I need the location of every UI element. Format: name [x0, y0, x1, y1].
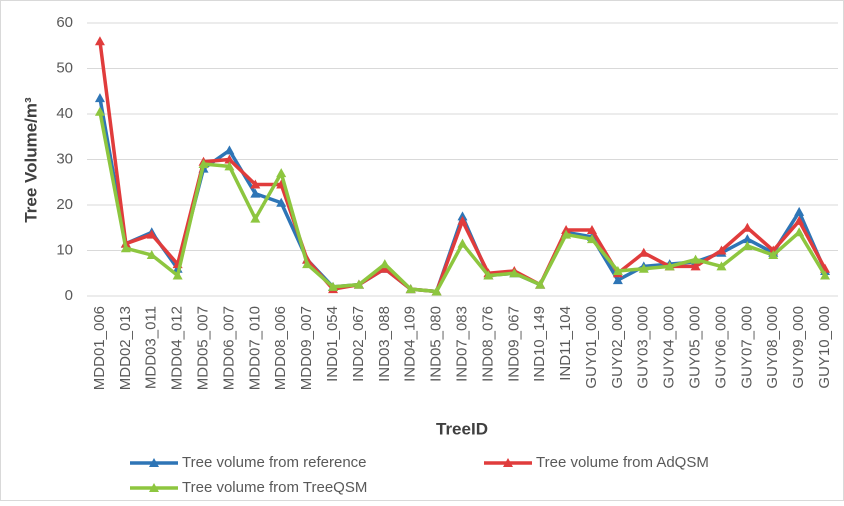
marker	[276, 197, 287, 207]
x-tick-label: IND05_080	[428, 306, 445, 382]
x-tick-label: GUY10_000	[816, 306, 833, 389]
marker	[612, 265, 623, 275]
x-tick-label: GUY09_000	[790, 306, 807, 389]
marker	[379, 259, 390, 269]
marker	[276, 168, 287, 178]
marker	[302, 259, 313, 269]
marker	[405, 284, 416, 294]
legend-label: Tree volume from reference	[182, 454, 367, 471]
marker	[94, 93, 105, 103]
marker	[94, 36, 105, 46]
y-tick-label: 30	[56, 150, 73, 167]
marker	[716, 261, 727, 271]
marker	[172, 270, 183, 280]
x-tick-label: MDD02_013	[117, 306, 134, 390]
marker	[250, 188, 261, 198]
x-tick-label: IND04_109	[402, 306, 419, 382]
marker	[431, 286, 442, 296]
x-tick-label: GUY06_000	[712, 306, 729, 389]
marker	[820, 270, 831, 280]
marker	[250, 213, 261, 223]
x-tick-label: MDD06_007	[220, 306, 237, 390]
marker	[457, 211, 468, 221]
marker	[224, 145, 235, 155]
marker	[612, 275, 623, 285]
x-tick-label: IND03_088	[376, 306, 393, 382]
marker	[794, 215, 805, 225]
marker	[742, 222, 753, 232]
x-axis-label: TreeID	[436, 419, 488, 438]
legend-label: Tree volume from TreeQSM	[182, 479, 367, 496]
marker	[586, 234, 597, 244]
marker	[561, 225, 572, 235]
x-tick-label: IND07_083	[453, 306, 470, 382]
legend-marker	[149, 458, 159, 467]
y-tick-label: 50	[56, 59, 73, 76]
marker	[146, 250, 157, 260]
marker	[224, 154, 235, 164]
y-tick-label: 20	[56, 196, 73, 213]
marker	[146, 229, 157, 239]
marker	[716, 245, 727, 255]
marker	[664, 261, 675, 271]
x-tick-label: GUY02_000	[609, 306, 626, 389]
legend-label: Tree volume from AdQSM	[536, 454, 709, 471]
marker	[379, 263, 390, 273]
marker	[250, 179, 261, 189]
marker	[224, 161, 235, 171]
y-tick-label: 40	[56, 105, 73, 122]
marker	[535, 279, 546, 289]
x-tick-label: MDD07_010	[246, 306, 263, 390]
marker	[198, 159, 209, 169]
marker	[94, 106, 105, 116]
x-tick-label: MDD04_012	[169, 306, 186, 390]
x-tick-label: MDD03_011	[143, 306, 160, 389]
marker	[120, 243, 131, 253]
marker	[353, 279, 364, 289]
x-tick-label: GUY08_000	[764, 306, 781, 389]
x-tick-label: IND09_067	[505, 306, 522, 382]
marker	[768, 250, 779, 260]
marker	[690, 254, 701, 264]
y-axis-label: Tree Volume/m³	[21, 97, 40, 223]
marker	[638, 263, 649, 273]
marker	[690, 261, 701, 271]
y-tick-label: 0	[65, 287, 73, 304]
marker	[483, 270, 494, 280]
marker	[328, 281, 339, 291]
x-tick-label: IND02_067	[350, 306, 367, 382]
x-tick-label: MDD09_007	[298, 306, 315, 390]
marker	[509, 268, 520, 278]
marker	[586, 225, 597, 235]
x-tick-label: GUY04_000	[661, 306, 678, 389]
marker	[457, 238, 468, 248]
marker	[794, 206, 805, 216]
marker	[561, 229, 572, 239]
x-tick-label: GUY05_000	[687, 306, 704, 389]
marker	[742, 240, 753, 250]
legend-marker	[503, 458, 513, 467]
x-tick-label: IND11_104	[557, 306, 574, 381]
legend-marker	[149, 483, 159, 492]
x-tick-label: GUY03_000	[635, 306, 652, 389]
x-tick-label: MDD08_006	[272, 306, 289, 390]
x-tick-label: GUY07_000	[738, 306, 755, 389]
y-tick-label: 10	[56, 241, 73, 258]
x-tick-label: IND08_076	[479, 306, 496, 382]
x-tick-label: MDD05_007	[195, 306, 212, 390]
marker	[457, 215, 468, 225]
x-tick-label: GUY01_000	[583, 306, 600, 389]
x-tick-label: MDD01_006	[91, 306, 108, 390]
x-tick-label: IND01_054	[324, 306, 341, 382]
x-tick-label: IND10_149	[531, 306, 548, 382]
marker	[638, 247, 649, 257]
marker	[742, 234, 753, 244]
marker	[794, 227, 805, 237]
y-tick-label: 60	[56, 14, 73, 31]
